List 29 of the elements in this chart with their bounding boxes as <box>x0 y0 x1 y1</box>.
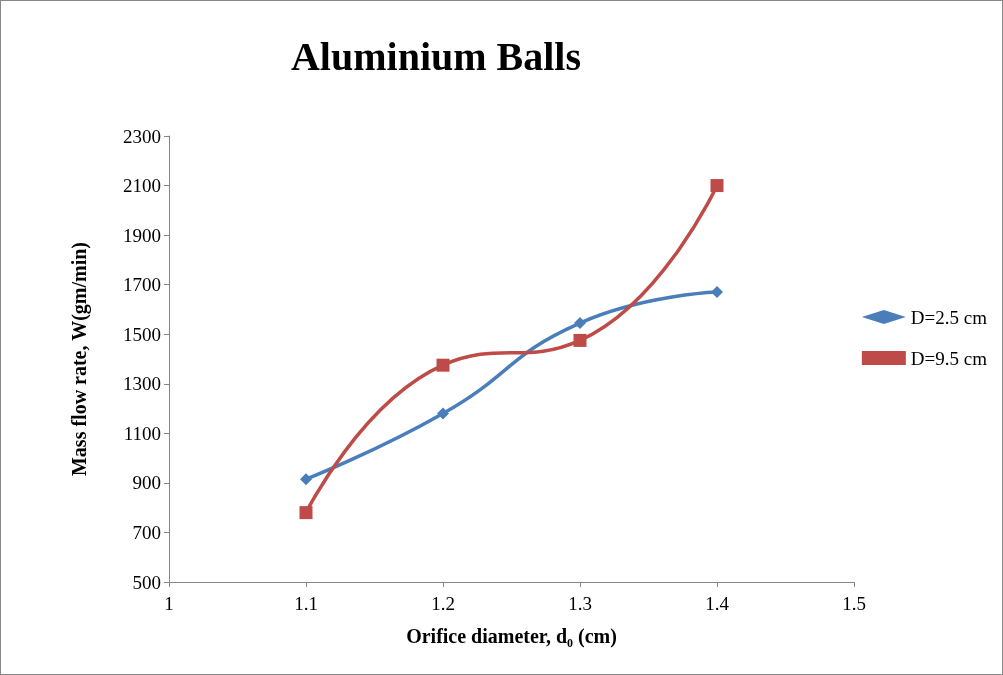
y-tick-label: 1300 <box>123 373 161 395</box>
x-tick-label: 1.5 <box>842 593 866 614</box>
y-tick-label: 1500 <box>123 323 161 345</box>
x-axis-title: Orifice diameter, d₀ (cm) <box>406 625 617 648</box>
y-tick-label: 900 <box>132 472 161 494</box>
y-tick-label: 1100 <box>123 422 161 444</box>
x-tick-label: 1 <box>164 593 174 614</box>
x-tick-label: 1.2 <box>431 593 455 614</box>
x-tick-label: 1.3 <box>568 593 592 614</box>
y-tick-label: 700 <box>132 521 161 543</box>
point <box>573 333 587 347</box>
y-tick-label: 1900 <box>123 224 161 246</box>
chart-title: Aluminium Balls <box>290 33 582 79</box>
legend-label: D=2.5 cm <box>910 306 988 328</box>
point <box>711 286 723 299</box>
y-tick-label: 2300 <box>123 125 161 147</box>
point <box>300 473 312 486</box>
y-tick-label: 500 <box>132 571 161 593</box>
x-tick-label: 1.1 <box>294 593 318 614</box>
point <box>299 506 313 520</box>
point <box>710 179 724 193</box>
x-tick-label: 1.4 <box>705 593 730 614</box>
point <box>436 358 450 372</box>
point <box>574 317 586 330</box>
y-tick-label: 1700 <box>123 274 161 296</box>
y-tick-label: 2100 <box>123 175 161 197</box>
y-axis-title: Mass flow rate, W(gm/min) <box>68 241 91 477</box>
point <box>437 407 449 420</box>
legend-label: D=9.5 cm <box>910 347 988 369</box>
